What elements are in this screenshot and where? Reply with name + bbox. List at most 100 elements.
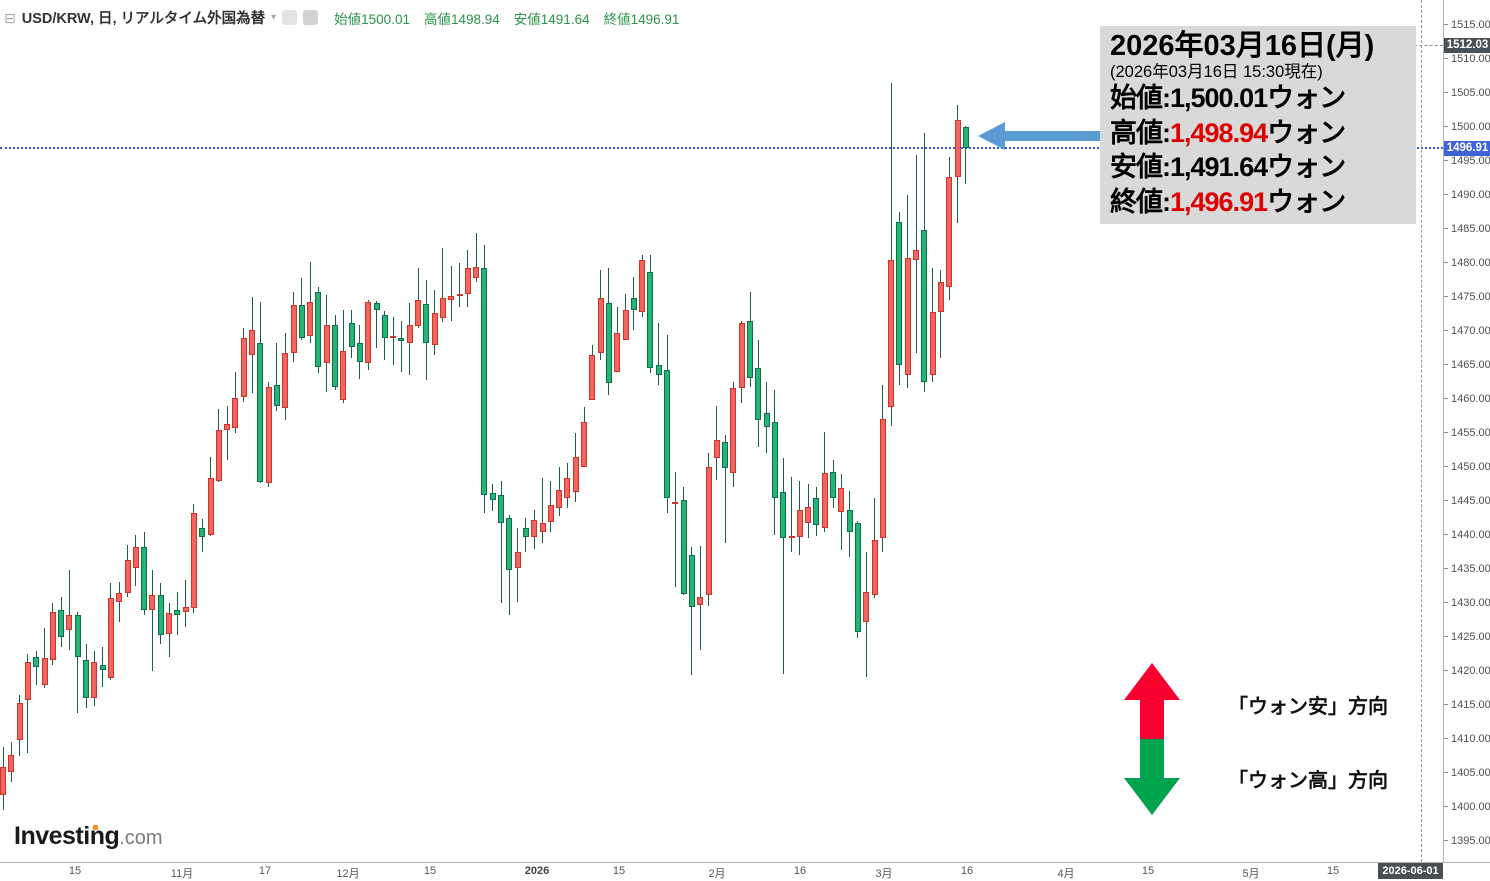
candle-body xyxy=(722,441,729,468)
candle-wick xyxy=(674,471,676,587)
ohlc-value: 始値1500.01 xyxy=(334,11,410,27)
candle-wick xyxy=(940,269,942,359)
candle-body xyxy=(381,314,388,338)
y-axis-label: 1425.00 xyxy=(1444,631,1490,643)
candle-body xyxy=(738,322,745,389)
candle-body xyxy=(946,177,953,287)
y-axis-label: 1505.00 xyxy=(1444,87,1490,99)
candle-body xyxy=(431,313,438,346)
won-strong-direction-label: 「ウォン高」方向 xyxy=(1228,770,1388,792)
candle-wick xyxy=(459,263,460,308)
x-axis-label: 16 xyxy=(960,865,974,877)
candle-body xyxy=(838,488,845,512)
candle-body xyxy=(796,509,803,538)
candle-body xyxy=(680,500,687,595)
candle-wick xyxy=(44,628,45,688)
symbol-title[interactable]: USD/KRW, 日, リアルタイム外国為替 xyxy=(21,11,266,27)
won-weak-direction-label: 「ウォン安」方向 xyxy=(1228,696,1388,718)
y-axis-label: 1500.00 xyxy=(1444,121,1490,133)
candle-body xyxy=(273,385,280,407)
candle-body xyxy=(572,456,579,493)
candle-body xyxy=(788,536,795,539)
candle-body xyxy=(605,303,612,384)
candle-body xyxy=(265,386,272,484)
candle-body xyxy=(664,369,670,499)
y-axis-label: 1470.00 xyxy=(1444,325,1490,337)
candle-body xyxy=(705,467,712,595)
candle-body xyxy=(904,258,911,376)
y-axis-label: 1450.00 xyxy=(1444,461,1490,473)
investing-logo: Investing.com xyxy=(14,822,163,851)
y-axis-label: 1495.00 xyxy=(1444,155,1490,167)
candle-wick xyxy=(27,654,29,753)
gear-icon[interactable] xyxy=(303,10,319,25)
annotation-row: 始値:1,500.01ウォン xyxy=(1110,83,1346,113)
candle-body xyxy=(813,498,820,525)
candle-body xyxy=(0,766,6,795)
candle-body xyxy=(415,299,421,327)
y-axis-label: 1475.00 xyxy=(1444,291,1490,303)
candle-body xyxy=(697,596,704,606)
candle-body xyxy=(356,343,363,362)
y-axis-label: 1480.00 xyxy=(1444,257,1490,269)
candle-body xyxy=(190,513,197,608)
candle-body xyxy=(614,333,621,372)
candle-body xyxy=(124,560,131,593)
candle-body xyxy=(622,309,629,340)
y-axis-label: 1515.00 xyxy=(1444,19,1490,31)
pointer-arrow-icon xyxy=(978,122,1103,150)
x-axis-label: 15 xyxy=(68,865,82,877)
y-axis-label: 1415.00 xyxy=(1444,699,1490,711)
y-axis-label: 1400.00 xyxy=(1444,801,1490,813)
logo-text: Investing xyxy=(14,822,120,850)
y-axis-label: 1430.00 xyxy=(1444,597,1490,609)
candle-wick xyxy=(417,267,419,328)
pointer-arrow-head xyxy=(978,122,1005,150)
candle-body xyxy=(182,607,189,612)
candle-body xyxy=(365,301,372,363)
candle-wick xyxy=(35,650,37,686)
ohlc-value: 安値1491.64 xyxy=(513,11,590,27)
candle-body xyxy=(589,354,596,400)
candle-body xyxy=(373,303,380,310)
candle-body xyxy=(522,528,529,538)
candle-body xyxy=(99,664,106,671)
candle-body xyxy=(207,477,214,535)
price-axis[interactable]: 1395.00 1400.00 1405.00 1410.00 1415.00 1420.… xyxy=(1443,0,1490,862)
candle-body xyxy=(514,552,521,569)
annotation-rows: 始値:1,500.01ウォン 高値:1,498.94ウォン 安値:1,491.64ウ… xyxy=(1110,81,1416,219)
candle-body xyxy=(41,658,48,686)
candle-wick xyxy=(185,579,187,627)
collapse-icon[interactable]: ⊟ xyxy=(4,9,16,26)
candle-body xyxy=(282,352,289,408)
candle-body xyxy=(323,324,330,363)
candle-body xyxy=(763,412,770,427)
candle-body xyxy=(888,260,895,408)
candle-wick xyxy=(791,476,792,552)
candle-body xyxy=(531,520,538,538)
candle-body xyxy=(896,222,903,365)
ohlc-readout: 始値1500.01 高値1498.94 安値1491.64 終値1496.91 xyxy=(334,8,679,28)
x-axis-label: 2月 xyxy=(708,868,726,880)
chevron-down-icon[interactable]: ▾ xyxy=(271,12,277,23)
circle-tool-icon[interactable] xyxy=(282,10,298,25)
time-axis[interactable]: 2026-06-01 15 11月 17 12月 15 2026 15 2月 16 3月 16 4月 1… xyxy=(0,862,1490,880)
candle-body xyxy=(780,492,787,539)
candle-wick xyxy=(68,569,70,650)
future-date-line xyxy=(1421,0,1422,862)
candle-body xyxy=(398,337,405,342)
candle-wick xyxy=(724,435,726,544)
candle-body xyxy=(348,322,355,347)
ohlc-annotation-box: 2026年03月16日(月) (2026年03月16日 15:30現在) 始値:… xyxy=(1100,26,1416,224)
candlestick-plot[interactable]: 2026年03月16日(月) (2026年03月16日 15:30現在) 始値:… xyxy=(0,0,1443,862)
candle-body xyxy=(821,473,828,529)
candle-body xyxy=(539,522,546,533)
x-axis-label: 11月 xyxy=(170,868,194,880)
candle-body xyxy=(581,422,587,467)
candle-body xyxy=(215,429,222,481)
red-up-arrowhead-icon xyxy=(1124,663,1180,700)
candle-body xyxy=(672,502,679,505)
candle-body xyxy=(116,592,123,603)
candle-body xyxy=(423,304,430,344)
